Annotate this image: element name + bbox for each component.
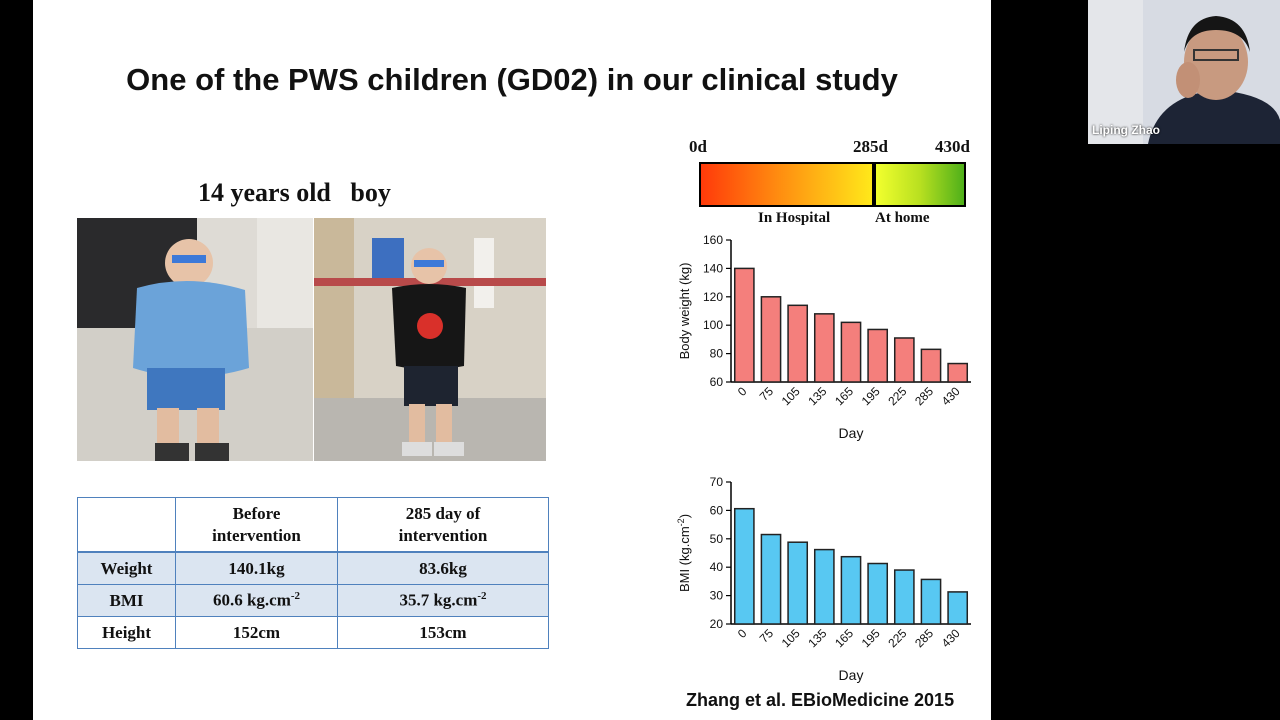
timeline-mid-label: 285d — [853, 137, 888, 156]
presentation-slide: One of the PWS children (GD02) in our cl… — [33, 0, 991, 720]
x-tick-label: 195 — [859, 626, 883, 650]
row-label: Weight — [77, 551, 176, 585]
x-tick-label: 195 — [859, 384, 883, 408]
bar — [893, 337, 915, 383]
hospital-phase-label: In Hospital — [758, 210, 831, 226]
bar — [813, 548, 835, 625]
slide-subtitle: 14 years old boy — [198, 178, 391, 207]
table-row: BMI 60.6 kg.cm-2 35.7 kg.cm-2 — [77, 584, 549, 617]
bar — [867, 562, 889, 625]
x-tick-label: 105 — [779, 384, 803, 408]
table-header-cell: 285 day of intervention — [337, 497, 549, 553]
body-weight-chart: 60 80 100 120 140 160 0 75 105 135 165 195 225 285 430… — [641, 230, 973, 450]
y-tick-label: 20 — [710, 617, 724, 631]
x-tick-label: 165 — [832, 384, 856, 408]
bar — [760, 533, 782, 625]
bar — [867, 328, 889, 383]
before-value: 60.6 kg.cm-2 — [175, 584, 338, 617]
bar — [840, 555, 862, 625]
after-value: 153cm — [337, 616, 549, 649]
x-tick-label: 225 — [885, 626, 909, 650]
x-tick-label: 430 — [939, 626, 963, 650]
bar — [787, 541, 809, 625]
bar — [813, 313, 835, 383]
citation: Zhang et al. EBioMedicine 2015 — [686, 690, 955, 710]
phase-divider — [872, 164, 876, 205]
y-tick-label: 100 — [703, 318, 723, 332]
timeline-bar — [699, 162, 966, 207]
bar — [893, 569, 915, 625]
row-label: Height — [77, 616, 176, 649]
y-axis-label: Body weight (kg) — [677, 263, 692, 360]
timeline-end-label: 430d — [935, 137, 970, 156]
bar — [840, 321, 862, 383]
table-header-cell: Before intervention — [175, 497, 338, 553]
y-tick-label: 30 — [710, 589, 724, 603]
bmi-chart: 20 30 40 50 60 70 0 75 105 135 165 195 225 285 430 Day B… — [641, 472, 973, 692]
x-tick-label: 135 — [805, 384, 829, 408]
x-tick-label: 105 — [779, 626, 803, 650]
x-axis-label: Day — [839, 425, 864, 441]
table-row: Height 152cm 153cm — [77, 616, 549, 649]
hospital-phase-segment — [701, 164, 872, 205]
bar — [947, 362, 969, 383]
y-tick-label: 40 — [710, 560, 724, 574]
bar — [733, 267, 755, 383]
participant-name: Liping Zhao — [1092, 123, 1160, 137]
y-tick-label: 70 — [710, 475, 724, 489]
x-axis-label: Day — [839, 667, 864, 683]
before-value: 140.1kg — [175, 551, 338, 585]
after-value: 35.7 kg.cm-2 — [337, 584, 549, 617]
participant-video[interactable] — [1088, 0, 1280, 144]
after-value: 83.6kg — [337, 551, 549, 585]
y-tick-label: 80 — [710, 347, 724, 361]
table-header-row: Before intervention 285 day of intervent… — [77, 497, 549, 553]
timeline-start-label: 0d — [689, 137, 707, 156]
row-label: BMI — [77, 584, 176, 617]
bar — [920, 578, 942, 625]
before-value: 152cm — [175, 616, 338, 649]
y-tick-label: 60 — [710, 503, 724, 517]
bar — [920, 348, 942, 383]
table-header-cell — [77, 497, 176, 553]
before-photo — [77, 218, 313, 461]
y-axis-label: BMI (kg.cm-2) — [676, 514, 692, 592]
x-tick-label: 75 — [757, 626, 777, 646]
home-phase-segment — [876, 164, 964, 205]
bar — [733, 507, 755, 625]
x-tick-label: 75 — [757, 384, 777, 404]
x-tick-label: 0 — [735, 626, 750, 641]
y-tick-label: 120 — [703, 290, 723, 304]
x-tick-label: 165 — [832, 626, 856, 650]
home-phase-label: At home — [875, 210, 930, 226]
x-tick-label: 285 — [912, 384, 936, 408]
y-tick-label: 140 — [703, 261, 723, 275]
y-tick-label: 50 — [710, 532, 724, 546]
x-tick-label: 225 — [885, 384, 909, 408]
comparison-table: Before intervention 285 day of intervent… — [77, 497, 549, 649]
y-tick-label: 60 — [710, 375, 724, 389]
after-photo — [314, 218, 546, 461]
bar — [760, 296, 782, 383]
x-tick-label: 135 — [805, 626, 829, 650]
table-row: Weight 140.1kg 83.6kg — [77, 551, 549, 585]
slide-title: One of the PWS children (GD02) in our cl… — [126, 62, 898, 97]
x-tick-label: 0 — [735, 384, 750, 399]
x-tick-label: 285 — [912, 626, 936, 650]
bar — [787, 304, 809, 383]
y-tick-label: 160 — [703, 233, 723, 247]
x-tick-label: 430 — [939, 384, 963, 408]
bar — [947, 591, 969, 625]
